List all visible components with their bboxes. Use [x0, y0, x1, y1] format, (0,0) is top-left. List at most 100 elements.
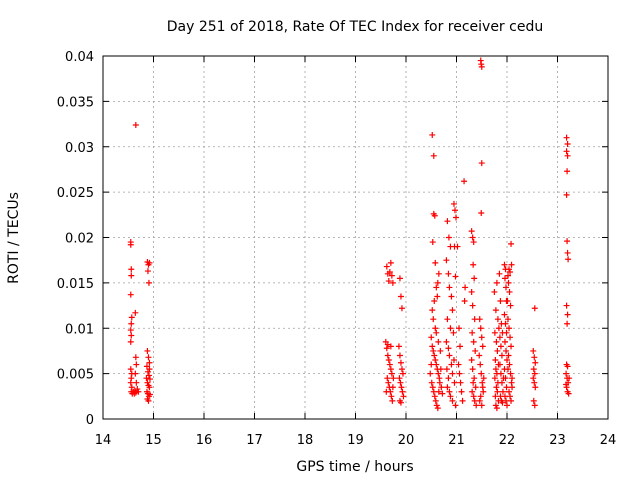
data-point: [476, 397, 483, 404]
data-point: [492, 393, 499, 400]
data-point: [461, 178, 468, 185]
data-point: [432, 397, 439, 404]
data-point: [145, 397, 152, 404]
data-point: [450, 200, 457, 207]
data-point: [398, 366, 405, 373]
data-point: [146, 366, 153, 373]
data-point: [146, 384, 153, 391]
data-point: [383, 388, 390, 395]
y-tick-label: 0.035: [57, 95, 94, 110]
data-point: [564, 320, 571, 327]
data-point: [472, 347, 479, 354]
y-tick-label: 0: [86, 413, 94, 428]
data-point: [390, 375, 397, 382]
data-point: [427, 370, 434, 377]
data-point: [462, 284, 469, 291]
data-point: [531, 402, 538, 409]
data-point: [132, 389, 139, 396]
data-point: [432, 357, 439, 364]
data-point: [435, 270, 442, 277]
data-point: [384, 375, 391, 382]
data-point: [444, 316, 451, 323]
data-point: [133, 361, 140, 368]
data-point: [132, 121, 139, 128]
data-point: [469, 329, 476, 336]
data-point: [478, 209, 485, 216]
data-point: [564, 168, 571, 175]
data-point: [386, 361, 393, 368]
x-tick-label: 22: [499, 433, 516, 448]
data-point: [128, 266, 135, 273]
data-point: [434, 293, 441, 300]
x-tick-label: 24: [600, 433, 617, 448]
data-point: [128, 320, 135, 327]
data-point: [127, 379, 134, 386]
data-point: [507, 393, 514, 400]
data-point: [468, 357, 475, 364]
data-point: [145, 279, 152, 286]
data-point: [397, 293, 404, 300]
y-tick-label: 0.005: [57, 368, 94, 383]
data-point: [491, 288, 498, 295]
data-point: [478, 63, 485, 70]
data-point: [507, 334, 514, 341]
data-point: [452, 402, 459, 409]
data-point: [471, 375, 478, 382]
data-point: [473, 402, 480, 409]
data-point: [506, 325, 513, 332]
data-point: [502, 320, 509, 327]
data-point: [530, 397, 537, 404]
data-point: [449, 370, 456, 377]
x-tick-label: 21: [448, 433, 465, 448]
data-point: [452, 214, 459, 221]
data-point: [396, 352, 403, 359]
y-tick-label: 0.01: [65, 322, 94, 337]
data-point: [491, 375, 498, 382]
data-point: [477, 361, 484, 368]
data-point: [134, 386, 141, 393]
data-point: [389, 397, 396, 404]
data-point: [144, 379, 151, 386]
data-point: [530, 375, 537, 382]
data-point: [498, 352, 505, 359]
data-point: [133, 379, 140, 386]
data-point: [430, 316, 437, 323]
data-point: [480, 375, 487, 382]
x-tick-label: 14: [95, 433, 112, 448]
data-point: [497, 298, 504, 305]
data-point: [132, 309, 139, 316]
data-point: [564, 249, 571, 256]
data-point: [501, 261, 508, 268]
data-point: [506, 388, 513, 395]
data-point: [435, 338, 442, 345]
data-point: [508, 240, 515, 247]
data-point: [446, 388, 453, 395]
data-point: [504, 357, 510, 364]
data-points: [127, 57, 573, 412]
data-point: [502, 347, 509, 354]
data-point: [132, 370, 139, 377]
data-point: [492, 357, 499, 364]
data-point: [563, 134, 570, 141]
chart-title: Day 251 of 2018, Rate Of TEC Index for r…: [167, 19, 543, 35]
data-point: [492, 402, 499, 409]
data-point: [564, 141, 571, 148]
data-point: [451, 379, 458, 386]
data-point: [504, 298, 511, 305]
data-point: [477, 325, 484, 332]
data-point: [471, 397, 478, 404]
data-point: [532, 384, 539, 391]
x-tick-label: 17: [246, 433, 263, 448]
x-tick-label: 16: [196, 433, 213, 448]
data-point: [565, 256, 572, 263]
data-point: [435, 370, 442, 377]
data-point: [429, 307, 436, 314]
data-point: [432, 325, 439, 332]
data-point: [127, 366, 134, 373]
data-point: [439, 390, 446, 397]
x-tick-label: 23: [549, 433, 566, 448]
data-point: [470, 393, 477, 400]
data-point: [434, 279, 441, 286]
data-point: [430, 152, 437, 159]
